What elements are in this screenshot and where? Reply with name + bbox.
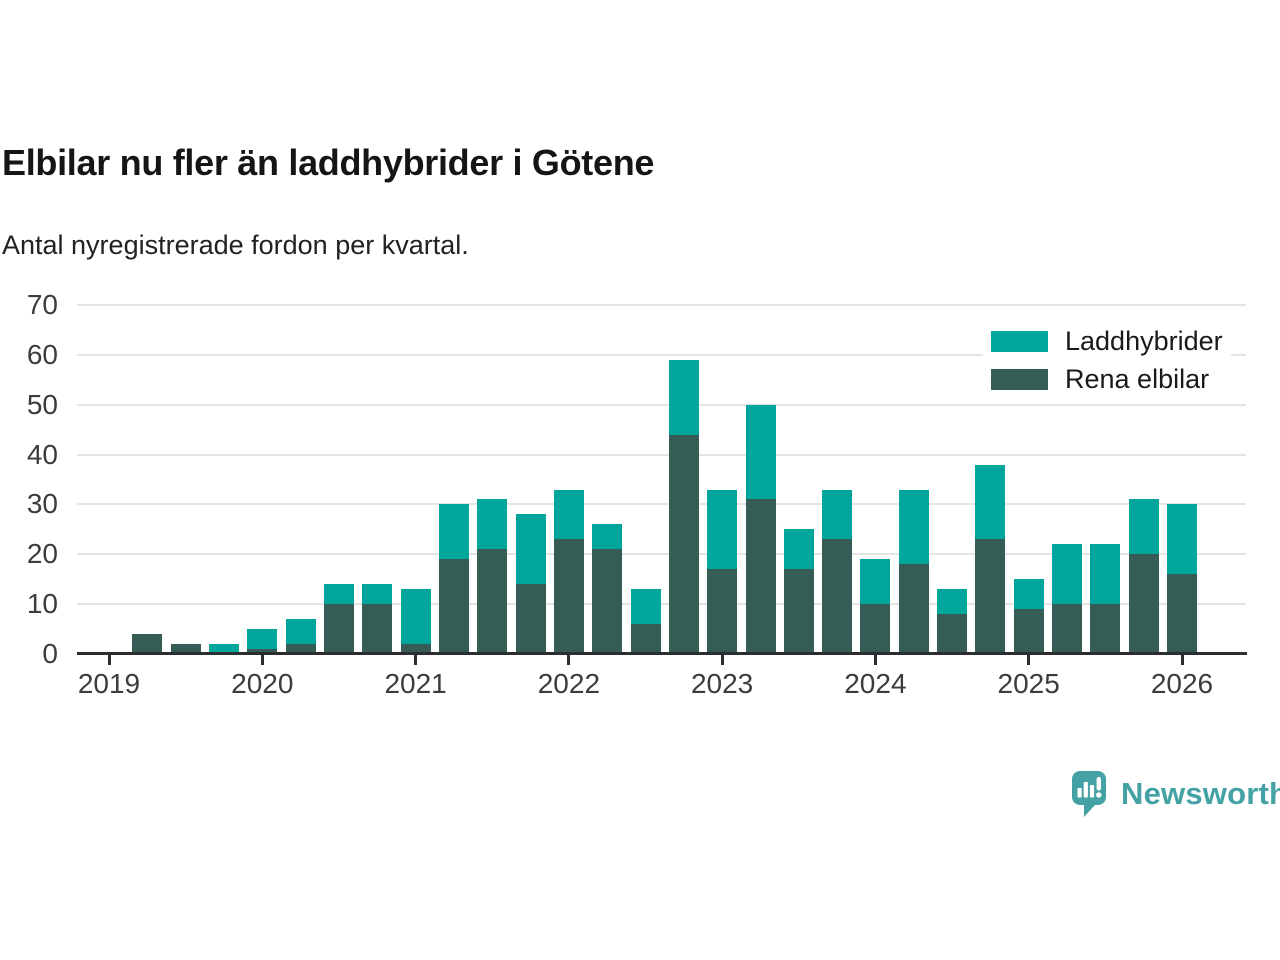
bar-segment-rena-elbilar <box>1013 609 1044 654</box>
bar-segment-rena-elbilar <box>592 549 623 654</box>
x-axis-tick <box>107 655 111 665</box>
bar-segment-rena-elbilar <box>975 539 1006 654</box>
legend-item-rena-elbilar: Rena elbilar <box>991 360 1223 398</box>
gridline <box>77 403 1246 406</box>
bar-segment-laddhybrider <box>1090 544 1121 605</box>
x-axis-label: 2025 <box>997 668 1060 699</box>
bar-segment-rena-elbilar <box>898 564 929 654</box>
legend-label: Rena elbilar <box>1065 363 1210 394</box>
legend-item-laddhybrider: Laddhybrider <box>991 322 1223 360</box>
bar-segment-rena-elbilar <box>285 644 316 654</box>
x-axis-tick <box>720 655 724 665</box>
chart-subtitle: Antal nyregistrerade fordon per kvartal. <box>2 230 469 260</box>
x-axis-tick <box>873 655 877 665</box>
legend-swatch-rena-elbilar <box>991 368 1048 390</box>
gridline <box>77 603 1246 606</box>
bar-segment-rena-elbilar <box>745 499 776 654</box>
bar-segment-laddhybrider <box>898 489 929 565</box>
bar-segment-rena-elbilar <box>400 644 431 654</box>
gridline <box>77 453 1246 456</box>
x-axis-label: 2026 <box>1150 668 1214 699</box>
bar-segment-laddhybrider <box>1013 579 1044 610</box>
x-axis-tick <box>414 655 418 665</box>
y-axis-label: 60 <box>26 338 58 370</box>
bar-segment-rena-elbilar <box>323 604 354 654</box>
bar-segment-rena-elbilar <box>707 569 738 654</box>
y-axis-label: 10 <box>26 588 58 620</box>
y-axis-label: 20 <box>26 538 58 570</box>
bar-segment-laddhybrider <box>515 514 546 585</box>
y-axis-label: 30 <box>26 488 58 520</box>
y-axis-label: 0 <box>42 638 58 669</box>
bar-segment-laddhybrider <box>783 529 814 570</box>
bar-segment-rena-elbilar <box>668 434 699 654</box>
bar-segment-laddhybrider <box>860 559 891 605</box>
newsworthy-logo-icon <box>1072 771 1106 817</box>
legend-swatch-laddhybrider <box>991 330 1048 352</box>
brand-name: Newsworthy <box>1121 776 1280 811</box>
gridline <box>77 353 1246 356</box>
bar-segment-rena-elbilar <box>822 539 853 654</box>
bar-segment-laddhybrider <box>323 584 354 605</box>
x-axis-tick <box>1180 655 1184 665</box>
bar-segment-rena-elbilar <box>438 559 469 654</box>
bar-segment-laddhybrider <box>668 359 699 435</box>
bar-segment-laddhybrider <box>975 464 1006 540</box>
x-axis-tick <box>567 655 571 665</box>
x-axis-label: 2019 <box>77 668 141 699</box>
gridline <box>77 553 1246 556</box>
bar-segment-laddhybrider <box>438 504 469 560</box>
brand-footer: Newsworthy <box>1072 771 1280 817</box>
bar-segment-rena-elbilar <box>515 584 546 654</box>
bar-segment-rena-elbilar <box>630 624 661 654</box>
y-axis-label: 70 <box>26 289 58 320</box>
bar-segment-laddhybrider <box>285 619 316 644</box>
legend-label: Laddhybrider <box>1065 325 1223 356</box>
gridline <box>77 304 1246 306</box>
bar-segment-laddhybrider <box>592 524 623 550</box>
bar-segment-laddhybrider <box>630 589 661 625</box>
y-axis-label: 50 <box>26 388 58 420</box>
x-axis-label: 2023 <box>690 668 754 699</box>
bar-segment-laddhybrider <box>477 499 508 550</box>
x-axis-label: 2021 <box>384 668 447 699</box>
x-axis-tick <box>260 655 264 665</box>
x-axis-line <box>77 652 1247 655</box>
bar-segment-rena-elbilar <box>1128 554 1159 654</box>
bar-segment-laddhybrider <box>362 584 393 605</box>
bar-segment-laddhybrider <box>1052 544 1082 605</box>
bar-segment-rena-elbilar <box>783 569 814 654</box>
x-axis-label: 2022 <box>537 668 601 699</box>
bar-segment-rena-elbilar <box>1090 604 1121 654</box>
x-axis-tick <box>1027 655 1031 665</box>
bar-segment-rena-elbilar <box>1167 574 1197 654</box>
bar-segment-laddhybrider <box>822 489 853 540</box>
bar-segment-rena-elbilar <box>553 539 584 654</box>
chart-title: Elbilar nu fler än laddhybrider i Götene <box>2 142 655 183</box>
bar-segment-laddhybrider <box>247 629 278 649</box>
bar-segment-laddhybrider <box>937 589 968 615</box>
x-axis-label: 2020 <box>231 668 294 699</box>
bar-segment-laddhybrider <box>209 644 239 654</box>
bar-segment-rena-elbilar <box>247 649 278 654</box>
bar-segment-laddhybrider <box>1167 504 1197 575</box>
bar-segment-laddhybrider <box>553 489 584 540</box>
y-axis-label: 40 <box>26 438 58 470</box>
bar-segment-rena-elbilar <box>860 604 891 654</box>
chart-legend: Laddhybrider Rena elbilar <box>983 320 1231 402</box>
bar-segment-laddhybrider <box>745 404 776 500</box>
bar-segment-rena-elbilar <box>1052 604 1082 654</box>
bar-segment-rena-elbilar <box>170 644 201 654</box>
bar-segment-laddhybrider <box>1128 499 1159 555</box>
bar-segment-rena-elbilar <box>477 549 508 654</box>
bar-segment-rena-elbilar <box>937 614 968 654</box>
bar-segment-rena-elbilar <box>362 604 393 654</box>
bar-segment-laddhybrider <box>400 589 431 644</box>
bar-segment-laddhybrider <box>707 489 738 570</box>
bar-segment-rena-elbilar <box>132 634 163 654</box>
gridline <box>77 503 1246 506</box>
x-axis-label: 2024 <box>844 668 907 699</box>
